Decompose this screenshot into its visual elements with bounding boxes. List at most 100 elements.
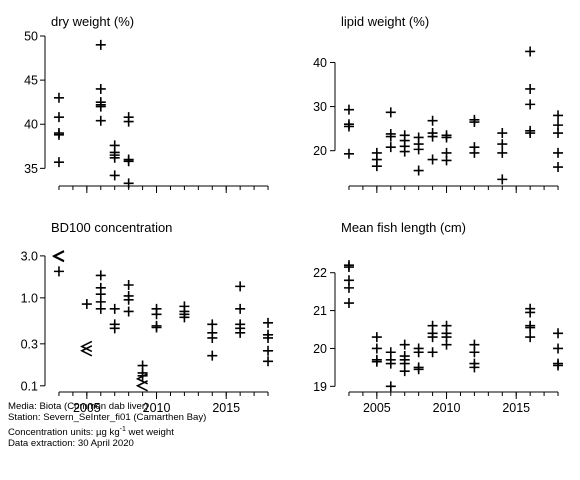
data-point	[427, 332, 438, 343]
data-point	[399, 339, 410, 350]
data-point	[179, 312, 190, 323]
y-tick-label: 21	[313, 304, 327, 318]
panel-title: Mean fish length (cm)	[341, 220, 466, 235]
data-point	[343, 104, 354, 115]
data-point	[497, 128, 508, 139]
x-tick-label: 2015	[502, 401, 530, 415]
data-point	[109, 170, 120, 181]
data-point	[263, 317, 274, 328]
panel-fish-length: Mean fish length (cm) 19 20 21 22 2005 2010 201…	[313, 220, 564, 415]
data-point	[343, 282, 354, 293]
data-point	[109, 152, 120, 163]
data-point	[469, 347, 480, 358]
y-tick-label: 40	[24, 118, 38, 132]
data-point	[413, 144, 424, 155]
panel-bd100: BD100 concentration 0.1 0.3 1.0 3.0 2005 2010 2…	[21, 220, 274, 415]
data-point	[413, 347, 424, 358]
data-point	[207, 332, 218, 343]
y-tick-label: 30	[313, 100, 327, 114]
less-than-point	[135, 380, 148, 392]
data-point	[553, 343, 564, 354]
data-point	[441, 339, 452, 350]
data-point	[235, 327, 246, 338]
data-point	[427, 115, 438, 126]
data-point	[553, 360, 564, 371]
data-point	[399, 366, 410, 377]
data-point	[151, 322, 162, 333]
footer-units-prefix: Concentration units: µg kg	[8, 427, 120, 438]
data-point	[123, 116, 134, 127]
data-point	[53, 157, 64, 168]
y-tick-label: 40	[313, 56, 327, 70]
data-point	[371, 343, 382, 354]
data-point	[525, 46, 536, 57]
data-point	[553, 128, 564, 139]
data-point	[95, 39, 106, 50]
data-point	[413, 364, 424, 375]
data-point	[263, 356, 274, 367]
data-point	[497, 147, 508, 158]
data-point	[385, 381, 396, 392]
panel-title: lipid weight (%)	[341, 14, 429, 29]
panel-lipid-weight: lipid weight (%) 20 30 40	[313, 14, 564, 193]
data-point	[207, 319, 218, 330]
data-point	[123, 294, 134, 305]
data-point	[553, 162, 564, 173]
data-point	[263, 332, 274, 343]
data-point	[235, 303, 246, 314]
data-point	[95, 303, 106, 314]
data-point	[53, 266, 64, 277]
data-point	[343, 148, 354, 159]
data-point	[385, 142, 396, 153]
data-point	[235, 281, 246, 292]
panel-title: dry weight (%)	[51, 14, 134, 29]
data-point	[53, 112, 64, 123]
less-than-point	[80, 340, 93, 353]
x-tick-label: 2015	[212, 401, 240, 415]
y-tick-label: 22	[313, 266, 327, 280]
data-point	[95, 270, 106, 281]
data-point	[553, 110, 564, 121]
footer-station: Station: Severn_SeInter_fi01 (Camarthen …	[8, 412, 207, 424]
chart-footer: Media: Biota (Common dab liver) Station:…	[8, 401, 206, 450]
data-point	[525, 332, 536, 343]
data-point	[525, 128, 536, 139]
y-tick-label: 20	[313, 342, 327, 356]
y-tick-label: 50	[24, 30, 38, 44]
data-point	[151, 309, 162, 320]
footer-media: Media: Biota (Common dab liver)	[8, 401, 149, 412]
data-point	[399, 146, 410, 157]
data-point	[427, 131, 438, 142]
data-point	[109, 303, 120, 314]
data-point	[81, 299, 92, 310]
data-point	[343, 262, 354, 273]
x-tick-label: 2005	[363, 401, 391, 415]
footer-units-suffix: wet weight	[125, 427, 174, 438]
y-tick-label: 19	[313, 380, 327, 394]
data-point	[525, 99, 536, 110]
data-point	[469, 117, 480, 128]
data-point	[123, 178, 134, 189]
data-point	[525, 307, 536, 318]
data-point	[441, 132, 452, 143]
y-tick-label: 0.3	[21, 337, 38, 351]
y-tick-label: 0.1	[21, 379, 38, 393]
y-tick-label: 3.0	[21, 249, 38, 263]
x-tick-label: 2005	[73, 401, 101, 415]
data-point	[413, 165, 424, 176]
data-point	[371, 356, 382, 367]
data-point	[525, 322, 536, 333]
x-tick-label: 2010	[433, 401, 461, 415]
footer-units-exponent: -1	[119, 425, 126, 433]
data-point	[207, 350, 218, 361]
data-point	[123, 156, 134, 167]
footer-units: Concentration units: µg kg-1 wet weight	[8, 424, 206, 439]
data-point	[385, 107, 396, 118]
less-than-point	[52, 250, 65, 263]
data-point	[371, 161, 382, 172]
data-point	[123, 306, 134, 317]
y-tick-label: 20	[313, 144, 327, 158]
panel-dry-weight: dry weight (%) 35 40 45 50	[24, 14, 269, 193]
data-point	[95, 115, 106, 126]
